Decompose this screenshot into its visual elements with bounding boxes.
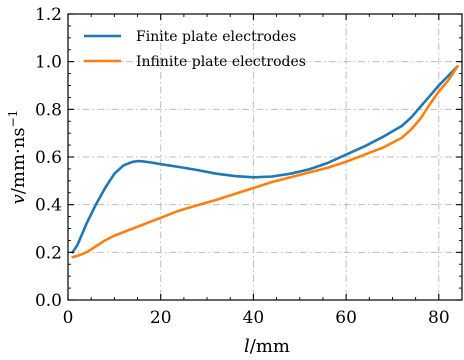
x-axis-label: l/mm [244, 336, 290, 357]
series-lines [71, 65, 459, 259]
y-axis-label-var: v [8, 194, 29, 204]
tick-labels: 0 20 40 60 80 0.0 0.2 0.4 0.6 0.8 1.0 1.2 [35, 5, 450, 328]
x-tick-label: 0 [63, 308, 74, 328]
ticks [67, 13, 463, 301]
y-tick-label: 0.6 [35, 148, 62, 168]
legend-label-finite: Finite plate electrodes [136, 29, 296, 45]
legend: Finite plate electrodes Infinite plate e… [84, 29, 306, 70]
y-tick-label: 0.4 [35, 196, 62, 216]
y-tick-label: 0.2 [35, 243, 62, 263]
y-axis-label-unit: /mm·ns [8, 127, 29, 194]
grid [68, 14, 462, 300]
series-line-finite [71, 65, 459, 254]
legend-label-infinite: Infinite plate electrodes [136, 54, 306, 70]
y-axis-label: v/mm·ns−1 [6, 110, 29, 205]
y-tick-label: 0.0 [35, 291, 62, 311]
x-axis-label-unit: /mm [250, 336, 290, 357]
y-tick-label: 1.2 [35, 5, 62, 25]
x-tick-label: 60 [335, 308, 357, 328]
y-axis-label-exp: −1 [6, 110, 20, 128]
series-line-infinite [71, 65, 459, 259]
x-axis-label-var: l [244, 336, 250, 357]
y-tick-label: 0.8 [35, 100, 62, 120]
x-tick-label: 80 [428, 308, 450, 328]
x-tick-label: 40 [243, 308, 265, 328]
x-tick-label: 20 [150, 308, 172, 328]
y-tick-label: 1.0 [35, 53, 62, 73]
